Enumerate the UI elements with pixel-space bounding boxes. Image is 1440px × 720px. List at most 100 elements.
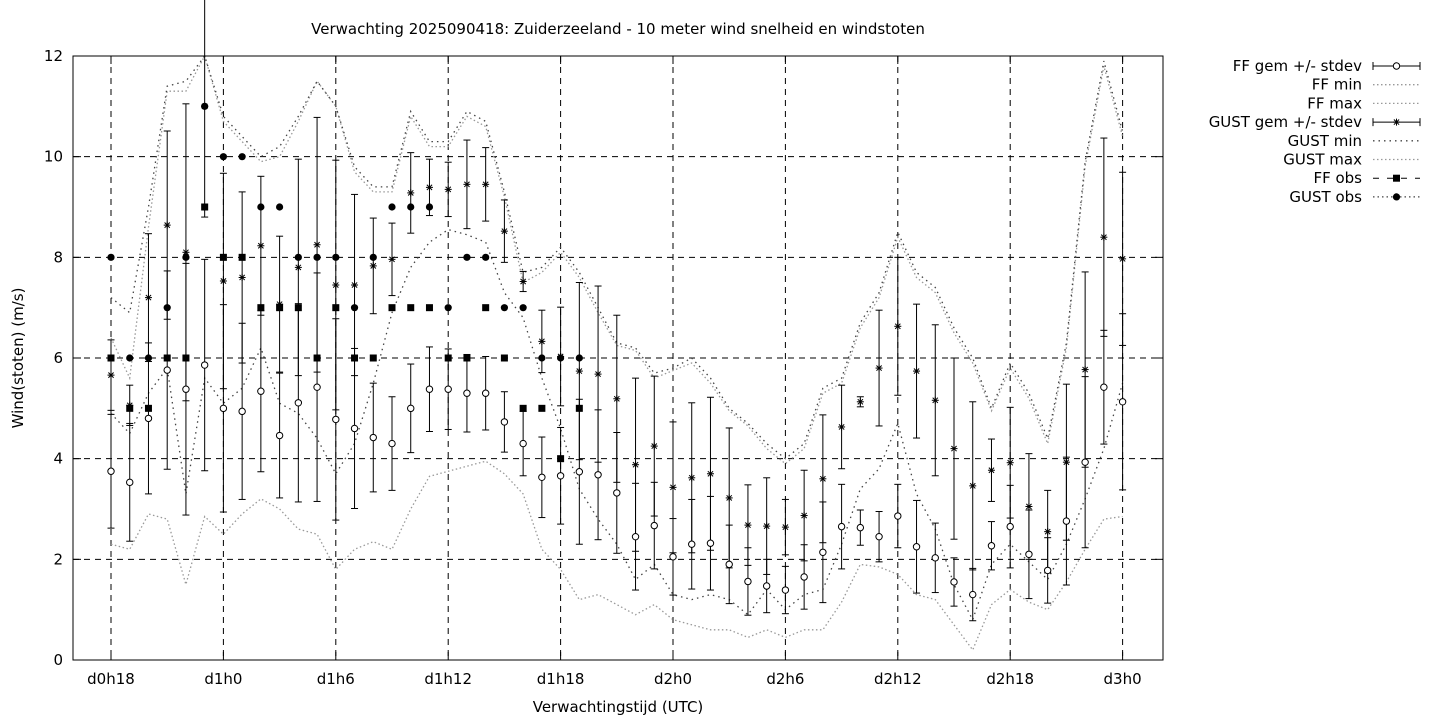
legend-sample-marker: [1393, 118, 1400, 126]
y-tick-label: 10: [44, 148, 63, 166]
gust-obs-point: [219, 153, 227, 161]
ff-obs-point: [538, 404, 546, 412]
x-tick-label: d1h12: [424, 670, 472, 688]
legend-entry: FF obs: [1313, 169, 1420, 187]
x-tick-label: d2h0: [654, 670, 692, 688]
star-stroke: [407, 189, 414, 196]
gust-mean-point: [294, 263, 302, 271]
star-stroke: [145, 294, 152, 301]
ff-mean-point: [819, 548, 827, 556]
legend-label: FF min: [1312, 76, 1362, 94]
legend-entry: GUST gem +/- stdev: [1209, 113, 1421, 131]
gust-obs-point: [276, 203, 284, 211]
star-stroke: [1025, 503, 1032, 510]
gust-mean-point: [238, 273, 246, 281]
star-stroke: [913, 368, 920, 375]
ff-mean-point: [856, 523, 865, 532]
star-stroke: [969, 482, 976, 489]
gust-mean-point: [407, 189, 415, 197]
gust-mean-point: [950, 445, 958, 453]
star-stroke: [332, 282, 339, 288]
ff-mean-point: [931, 554, 939, 562]
axes: 0 2 4 6 8 10 12 d0h18 d1h0 d1h6 d1h12 d1h18 d2h0 d2h6…: [44, 47, 1163, 688]
legend-label: GUST min: [1288, 132, 1362, 150]
star-stroke: [707, 470, 714, 477]
gust-obs-point: [294, 253, 302, 261]
legend-label: GUST max: [1283, 151, 1362, 169]
ff-mean-point: [519, 439, 527, 448]
ff-mean-point: [1025, 550, 1033, 558]
gust-obs-point: [238, 153, 246, 161]
gust-obs-point: [519, 304, 527, 312]
ff-obs-point: [294, 304, 302, 312]
gust-obs-point: [201, 102, 209, 110]
gust-mean-point: [1062, 458, 1070, 466]
gust-mean-point: [838, 423, 846, 431]
star-stroke: [763, 523, 770, 530]
star-stroke: [164, 222, 171, 229]
gust-mean-point: [819, 475, 827, 483]
star-stroke: [1393, 119, 1400, 126]
star-stroke: [1063, 459, 1070, 466]
gust-obs-point: [444, 304, 452, 312]
ff-obs-point: [182, 354, 190, 362]
gust-obs-point: [557, 354, 565, 362]
legend-label: GUST gem +/- stdev: [1209, 113, 1362, 131]
gust-mean-point: [500, 227, 508, 235]
ff-obs-point: [500, 354, 508, 362]
gust-mean-point: [650, 442, 658, 450]
ff-obs-point: [313, 354, 321, 362]
star-stroke: [520, 278, 527, 285]
gust-obs-point: [388, 203, 396, 211]
gust-mean-point: [538, 337, 546, 345]
star-stroke: [876, 365, 883, 372]
gust-mean-point: [482, 180, 490, 188]
gust-obs-point: [407, 203, 415, 211]
ff-obs-point: [126, 404, 134, 412]
gust-mean-point: [388, 255, 396, 263]
ff-mean-point: [894, 512, 902, 520]
gust-obs-point: [575, 354, 583, 362]
ff-mean-point: [1043, 566, 1052, 575]
star-stroke: [744, 522, 751, 529]
gust-mean-point: [313, 241, 321, 249]
ff-mean-point: [425, 385, 434, 393]
gust-mean-point: [519, 277, 527, 285]
gust-mean-point: [931, 396, 939, 404]
ff-mean-point: [538, 473, 546, 481]
star-stroke: [482, 181, 489, 188]
gust-mean-point: [913, 367, 921, 375]
ff-obs-point: [482, 304, 490, 312]
gust-mean-point: [669, 483, 677, 491]
star-stroke: [501, 228, 508, 235]
star-stroke: [1119, 255, 1126, 262]
ff-mean-point: [219, 404, 228, 413]
ff-mean-point: [332, 415, 340, 424]
gust-obs-point: [500, 304, 508, 312]
gust-obs-point: [107, 253, 115, 261]
ff-mean-point: [781, 586, 790, 594]
star-stroke: [651, 443, 658, 450]
ff-obs-point: [425, 304, 433, 312]
ff-obs-point: [351, 354, 359, 362]
ff-mean-point: [556, 472, 565, 480]
ff-mean-point: [369, 433, 377, 442]
ff-mean-point: [613, 489, 621, 497]
ff-mean-point: [688, 540, 696, 548]
gust-mean-point: [351, 281, 359, 289]
star-stroke: [370, 262, 377, 269]
ff-mean-point: [575, 468, 584, 476]
gust-mean-point: [1100, 233, 1108, 241]
star-stroke: [463, 181, 470, 188]
gust-mean-point: [1081, 366, 1089, 374]
gust-mean-point: [257, 242, 265, 250]
ff-mean-point: [407, 404, 415, 413]
star-stroke: [351, 282, 358, 288]
star-stroke: [782, 524, 789, 531]
legend-entry: FF max: [1307, 94, 1420, 112]
gust-obs-point: [463, 253, 471, 261]
ff-mean-point: [144, 414, 153, 423]
gust-mean-point: [594, 370, 602, 378]
gust-obs-point: [257, 203, 265, 211]
